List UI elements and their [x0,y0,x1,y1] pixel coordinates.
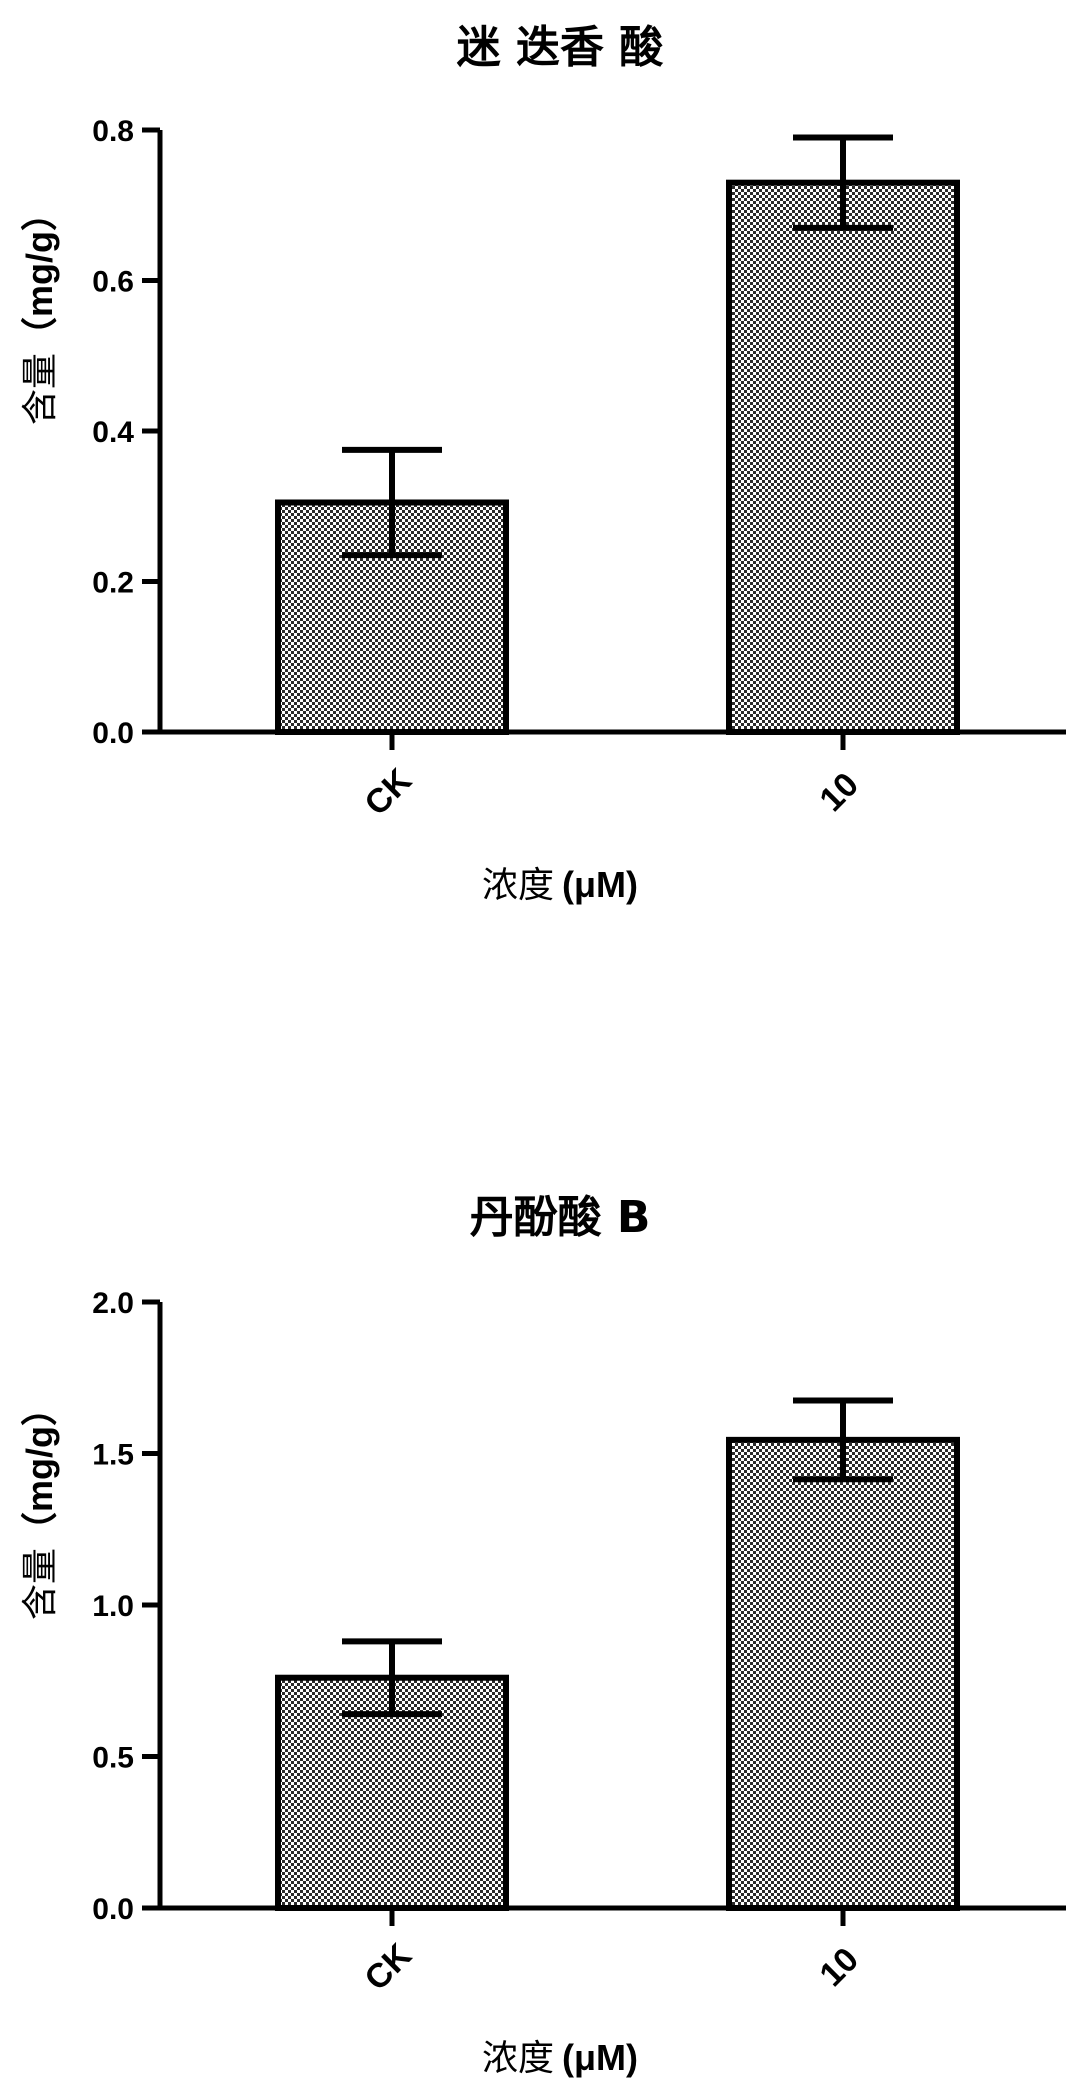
chart-title: 迷 迭香 酸 [457,22,665,73]
y-axis-label-unit: （mg/g） [19,195,60,353]
svg-text:含量（mg/g）: 含量（mg/g） [19,195,61,425]
y-tick-label: 1.0 [92,1590,134,1623]
x-axis-label-unit: (μM) [562,2037,638,2078]
bar-treatment [729,1440,957,1908]
bar-treatment [729,183,957,732]
y-axis-label: 含量（mg/g） [19,195,61,425]
y-tick-label: 0.6 [92,266,134,299]
y-axis-label-prefix: 含量 [20,1548,61,1620]
y-tick-label: 0.0 [92,1893,134,1926]
plot-area: 0.0 0.2 0.4 0.6 0.8 CK 10 [92,115,1066,823]
y-tick-label: 0.0 [92,717,134,750]
svg-text:浓度(μM): 浓度(μM) [482,2037,638,2079]
x-category-label: 10 [812,765,866,819]
svg-text:含量（mg/g）: 含量（mg/g） [19,1390,61,1620]
y-tick-label: 0.2 [92,567,134,600]
x-axis-label: 浓度(μM) [482,2037,638,2079]
x-category-label: CK [357,1936,419,1998]
x-axis-label-prefix: 浓度 [482,2038,554,2079]
plot-area: 0.0 0.5 1.0 1.5 2.0 CK 10 [92,1287,1066,1998]
y-tick-label: 0.8 [92,115,134,148]
y-axis-label-prefix: 含量 [20,353,61,425]
y-tick-label: 1.5 [92,1439,134,1472]
x-axis-label: 浓度(μM) [482,864,638,906]
x-category-label: CK [357,761,419,823]
chart-rosmarinic-acid: 迷 迭香 酸 含量（mg/g） 浓度(μM) 0.0 0.2 0.4 0.6 0.8 CK… [19,22,1066,906]
x-axis-label-prefix: 浓度 [482,865,554,906]
x-axis-label-unit: (μM) [562,864,638,905]
y-tick-label: 0.4 [92,416,134,449]
y-tick-label: 0.5 [92,1742,134,1775]
chart-salvianolic-acid-b: 丹酚酸 B 含量（mg/g） 浓度(μM) 0.0 0.5 1.0 1.5 2.0 CK 1… [19,1192,1066,2079]
y-axis-label-unit: （mg/g） [19,1390,60,1548]
chart-title: 丹酚酸 B [470,1192,651,1243]
y-tick-label: 2.0 [92,1287,134,1320]
y-axis-label: 含量（mg/g） [19,1390,61,1620]
x-category-label: 10 [812,1940,866,1994]
svg-text:浓度(μM): 浓度(μM) [482,864,638,906]
